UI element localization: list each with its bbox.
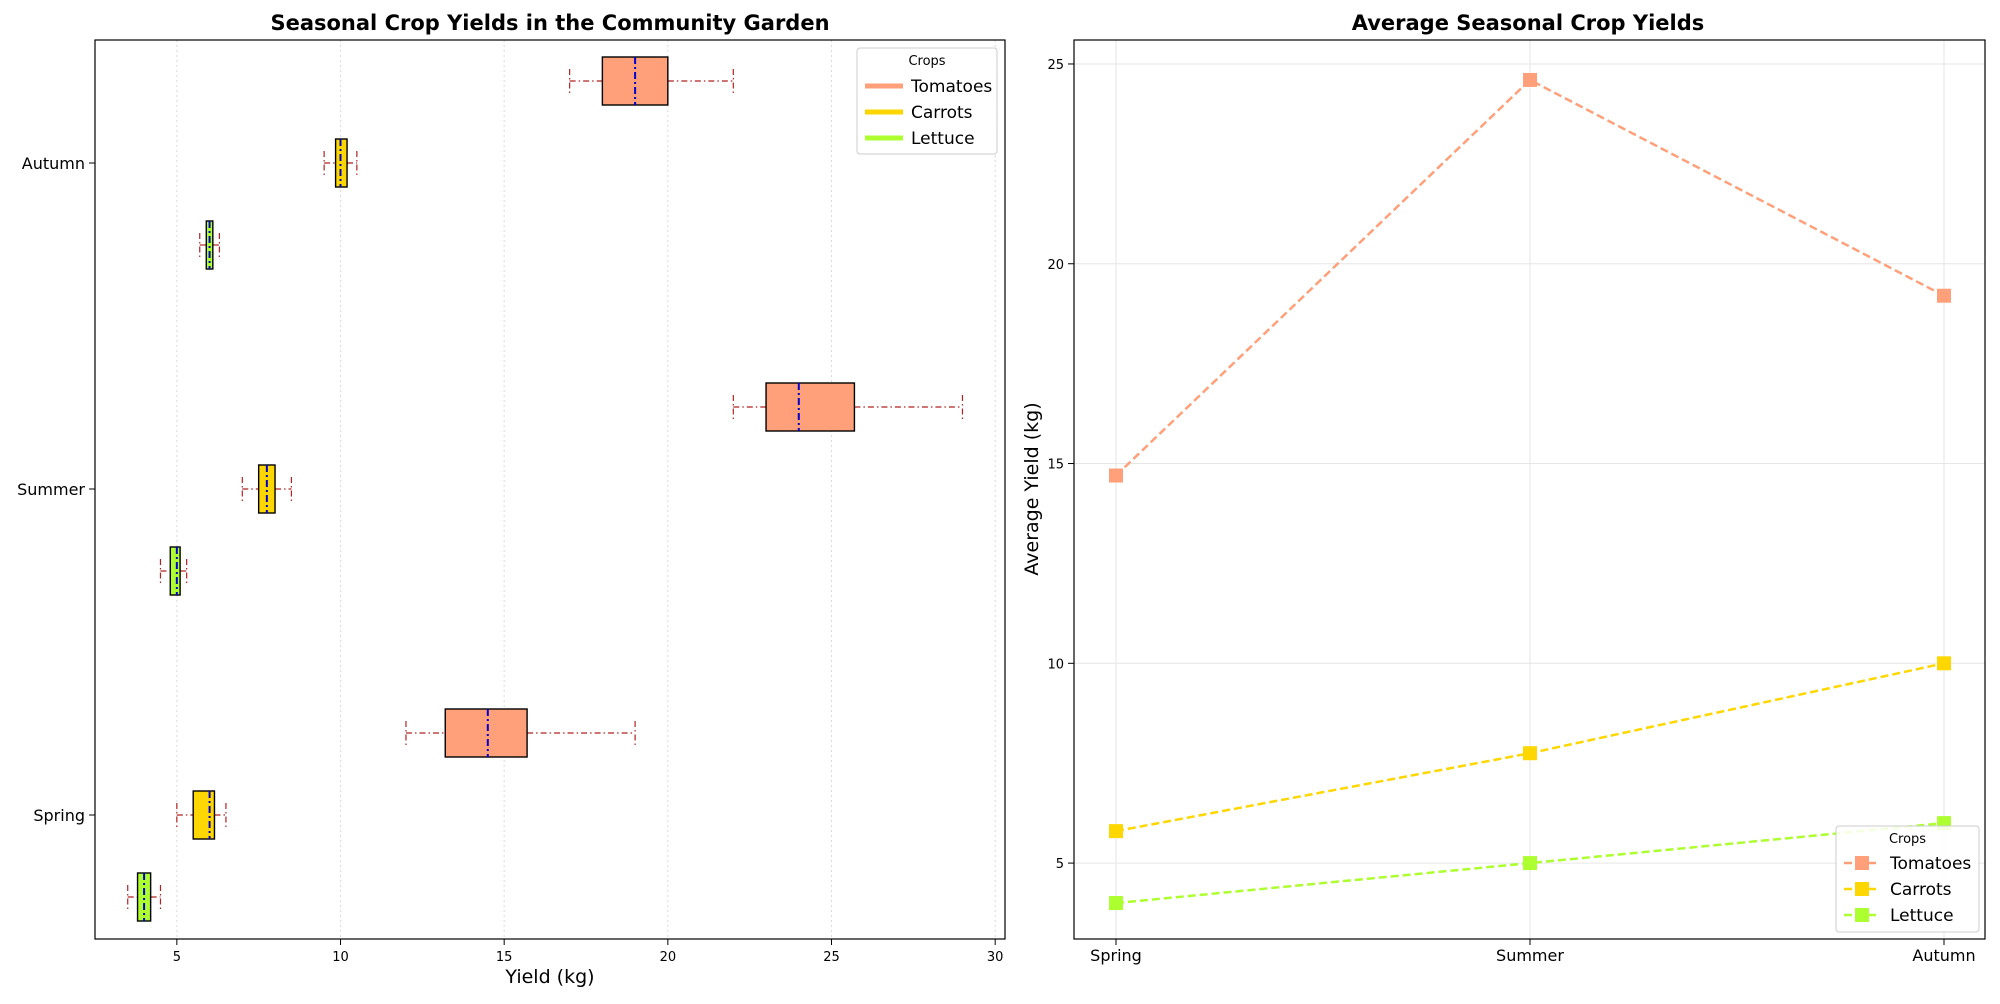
box-carrots-spring-box [192, 790, 216, 840]
line-chart-panel: Average Seasonal Crop Yields Spring Summe… [1021, 11, 1986, 965]
box-plot-legend: Crops Tomatoes Carrots Lettuce [856, 47, 998, 155]
box-plot-y-tick-label-spring: Spring [33, 806, 85, 825]
line-point-tomatoes-summer [1523, 72, 1537, 87]
box-plot-x-ticks: 5 10 15 20 25 30 [173, 939, 1004, 965]
box-plot-marks [127, 56, 964, 922]
line-chart-x-ticks: Spring Summer Autumn [1090, 939, 1976, 965]
line-chart-legend-marker-lettuce [1855, 908, 1869, 922]
box-plot-legend-label-carrots: Carrots [911, 103, 973, 123]
box-plot-legend-label-tomatoes: Tomatoes [910, 77, 992, 97]
box-plot-legend-label-lettuce: Lettuce [911, 129, 975, 149]
line-point-carrots-autumn [1937, 656, 1951, 671]
box-plot-x-axis-label: Yield (kg) [504, 966, 594, 988]
line-chart-legend-label-lettuce: Lettuce [1890, 906, 1954, 926]
box-plot-x-tick-label: 20 [660, 950, 677, 965]
line-point-carrots-spring [1109, 824, 1123, 839]
box-plot-x-tick-label: 25 [823, 950, 840, 965]
line-chart-legend-marker-carrots [1855, 882, 1869, 896]
box-plot-legend-title: Crops [908, 54, 945, 69]
line-chart-y-tick-label: 10 [1047, 657, 1064, 672]
line-chart-x-tick-label-spring: Spring [1090, 946, 1142, 965]
box-plot-y-ticks: Spring Summer Autumn [17, 154, 95, 825]
line-series-tomatoes [1115, 78, 1945, 477]
line-chart-legend-frame [1835, 825, 1980, 933]
box-plot-x-tick-label: 5 [173, 950, 181, 965]
box-plot-title: Seasonal Crop Yields in the Community Ga… [270, 11, 829, 35]
box-lettuce-summer-box [169, 546, 181, 596]
line-chart-x-tick-label-summer: Summer [1496, 946, 1564, 965]
line-chart-y-axis-label: Average Yield (kg) [1021, 402, 1043, 575]
line-chart-legend-label-tomatoes: Tomatoes [1889, 854, 1971, 874]
line-chart-legend-label-carrots: Carrots [1890, 880, 1952, 900]
line-chart-y-tick-label: 15 [1047, 458, 1064, 473]
line-point-lettuce-summer [1523, 856, 1537, 871]
box-plot-x-tick-label: 10 [332, 950, 349, 965]
box-tomatoes-summer-box [765, 382, 856, 432]
box-plot-y-tick-label-summer: Summer [17, 480, 85, 499]
line-chart-y-ticks: 5 10 15 20 25 [1047, 58, 1074, 872]
line-chart-y-tick-label: 25 [1047, 58, 1064, 73]
box-plot-legend-frame [856, 47, 998, 155]
line-point-tomatoes-spring [1109, 468, 1123, 483]
line-chart-legend-marker-tomatoes [1855, 856, 1869, 870]
line-point-carrots-summer [1523, 746, 1537, 761]
line-point-lettuce-spring [1109, 896, 1123, 911]
box-plot-panel: Seasonal Crop Yields in the Community Ga… [17, 11, 1006, 988]
line-chart-y-tick-label: 20 [1047, 258, 1064, 273]
line-chart-legend: Crops Tomatoes Carrots Lettuce [1835, 825, 1980, 933]
box-plot-y-tick-label-autumn: Autumn [22, 154, 85, 173]
line-chart-title: Average Seasonal Crop Yields [1352, 11, 1705, 35]
box-plot-x-tick-label: 30 [987, 950, 1004, 965]
line-chart-legend-title: Crops [1889, 832, 1926, 847]
line-point-tomatoes-autumn [1937, 288, 1951, 303]
line-chart-x-tick-label-autumn: Autumn [1912, 946, 1975, 965]
box-plot-x-tick-label: 15 [496, 950, 513, 965]
line-chart-y-tick-label: 5 [1056, 857, 1064, 872]
box-tomatoes-spring-box [444, 708, 528, 758]
